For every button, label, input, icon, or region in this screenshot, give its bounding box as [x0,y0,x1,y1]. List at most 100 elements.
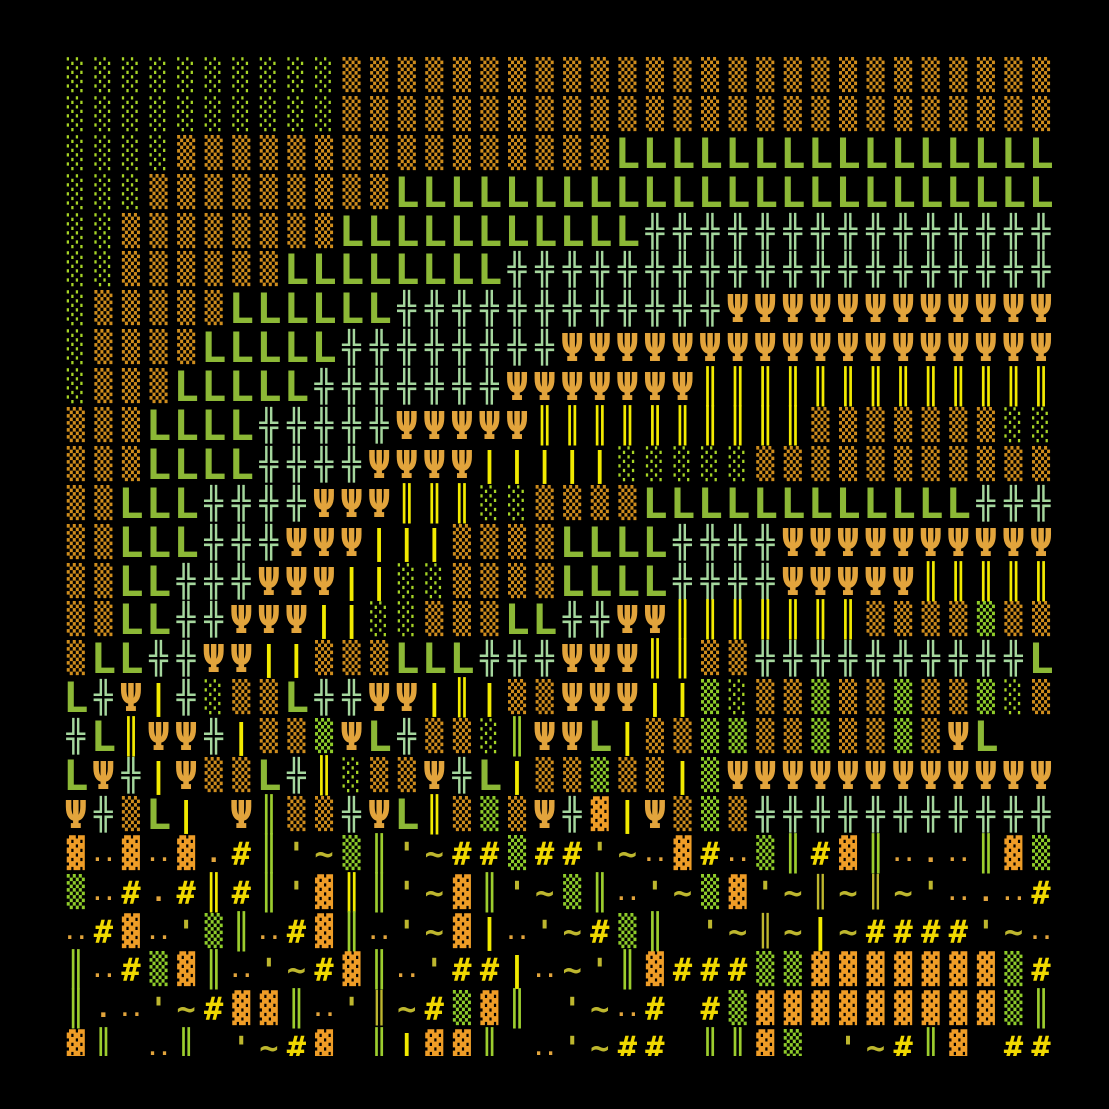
art-cell-letter-L-green: L [173,362,199,412]
art-row: ║... ' ~ # ▓ ▓ ║.. ' ║ ~ # ▒ ▓ ║ ' ~.. # # ▒ ▓ ▓ ▓ ▓ ▓ ▓ ▓ ▓ ▓ ▒ ║ [62,990,1056,1029]
art-cell-medium-shade-green: ▒ [894,680,913,716]
art-cell-double-cross-mint: ╬ [645,252,665,289]
art-cell-psi-orange: Ψ [919,754,943,799]
art-row: Ψ╬▒L|Ψ║▒▒╬ΨL║▒▒▒Ψ╬▓|Ψ▒▒▒╬╬╬╬╬╬╬╬╬╬╬L [62,792,1056,837]
art-cell-light-shade-green: ░ [94,213,113,249]
art-cell-medium-shade-orange: ▒ [204,252,223,288]
art-cell-medium-shade-orange: ▒ [866,602,885,638]
art-cell-double-cross-mint: ╬ [397,719,417,756]
art-cell-psi-orange: Ψ [919,287,943,332]
art-cell-medium-shade-orange: ▒ [783,58,802,93]
art-cell-medium-shade-orange: ▒ [618,96,637,132]
art-cell-blank [669,1029,697,1056]
art-cell-double-bar-yellow: ║ [424,483,445,524]
art-cell-double-bar-yellow: ║ [203,872,224,913]
art-cell-single-bar-yellow: | [341,600,362,641]
art-cell-double-cross-mint: ╬ [535,641,554,678]
art-cell-double-cross-mint: ╬ [783,641,803,678]
art-row: ▒ LL ╬ ╬ Ψ Ψ | | ▒ ▒ ▒ LLL ╬ ╬ ╬ Ψ Ψ Ψ ║ ║ ▒ ▒ ╬ ╬ ╬ ╬ ╬ ╬ ╬ ╬ ╬ ╬ L [62,638,1056,680]
art-cell-apostrophe-olive: ' [341,990,362,1029]
art-cell-hash-yellow: # [617,1029,637,1056]
art-cell-medium-shade-orange: ▒ [866,446,885,482]
art-cell-medium-shade-green: ▒ [1004,991,1023,1027]
art-cell-dark-shade-orange: ▓ [894,952,913,988]
art-cell-medium-shade-orange: ▒ [563,58,582,93]
art-cell-tilde-olive: ~ [286,951,307,990]
art-cell-double-bar-yellow: ║ [727,406,748,447]
art-cell-letter-L-green: L [283,362,310,412]
art-cell-medium-shade-orange: ▒ [370,96,389,132]
art-cell-tilde-olive: ~ [617,834,637,873]
art-cell-medium-shade-orange: ▒ [287,135,306,171]
art-cell-light-shade-green: ░ [701,446,720,482]
art-cell-psi-orange: Ψ [643,598,667,643]
art-cell-double-cross-mint: ╬ [342,369,361,406]
art-cell-medium-shade-orange: ▒ [535,524,554,560]
art-cell-double-cross-mint: ╬ [948,252,968,289]
art-cell-medium-shade-orange: ▒ [370,135,389,171]
art-cell-dark-shade-orange: ▓ [645,952,664,988]
art-cell-letter-L-green: L [504,167,530,217]
art-cell-psi-orange: Ψ [450,404,474,449]
art-cell-letter-L-green: L [890,128,916,178]
art-cell-letter-L-green: L [890,167,916,217]
art-cell-double-cross-mint: ╬ [424,330,444,367]
art-cell-medium-shade-orange: ▒ [259,135,278,171]
art-cell-letter-L-green: L [642,556,668,606]
art-cell-letter-L-green: L [449,167,475,217]
art-cell-double-cross-mint: ╬ [204,602,224,639]
art-cell-psi-orange: Ψ [836,754,860,799]
art-cell-apostrophe-olive: ' [590,951,610,990]
art-cell-double-bar-yellow: ║ [617,406,638,447]
art-cell-letter-L-green: L [145,401,172,451]
art-cell-double-cross-mint: ╬ [783,796,803,833]
art-cell-medium-shade-orange: ▒ [921,719,940,755]
art-cell-medium-shade-orange: ▒ [121,446,140,482]
art-cell-medium-shade-orange: ▒ [232,758,251,794]
art-cell-letter-L-green: L [201,439,227,489]
art-cell-light-shade-green: ░ [121,135,140,171]
art-cell-double-bar-yellow: ║ [1003,367,1024,408]
art-cell-tilde-olive: ~ [590,990,610,1029]
art-cell-apostrophe-olive: ' [286,873,307,912]
art-cell-medium-shade-green: ▒ [1004,952,1023,988]
art-cell-double-cross-mint: ╬ [673,563,692,600]
art-cell-double-bar-green: ║ [203,950,224,991]
art-cell-letter-L-green: L [256,323,282,373]
art-cell-double-cross-mint: ╬ [838,252,858,289]
art-cell-single-bar-yellow: | [175,794,197,835]
art-cell-letter-L-green: L [780,167,806,217]
art-cell-light-shade-green: ░ [204,680,223,716]
art-cell-single-bar-yellow: | [479,678,500,719]
art-cell-double-cross-mint: ╬ [369,369,389,406]
art-cell-medium-shade-green: ▒ [204,913,223,949]
art-cell-tilde-olive: ~ [259,1029,279,1056]
art-row: L ╬ Ψ | ╬ ░ ▒ ▒ L ╬ ╬ Ψ Ψ | ║ | ▒ ▒ Ψ Ψ Ψ | | ▒ ░ ▒ ▒ ▒ ▒ ▒ ▒ ▒ ▒ ▒ ░ ▒ [62,676,1056,721]
art-cell-letter-L-green: L [614,128,640,178]
art-cell-hash-yellow: # [231,873,251,912]
art-cell-psi-orange: Ψ [946,326,970,371]
art-cell-dark-shade-orange: ▓ [590,796,609,832]
art-cell-apostrophe-olive: ' [921,873,941,912]
art-cell-double-cross-mint: ╬ [755,563,775,600]
art-cell-double-cross-mint: ╬ [948,213,968,250]
art-row: .. # ▓.. ' ▒ ║.. # ▓ ║.. ' ~ ▓ |.. ' ~ # ▒ ║ ' ~ ║ ~ | ~ # # # # ' ~.… [62,911,1056,952]
art-cell-double-cross-mint: ╬ [921,796,941,833]
art-cell-psi-orange: Ψ [726,287,750,332]
art-cell-medium-shade-orange: ▒ [177,174,196,210]
art-cell-psi-orange: Ψ [505,404,529,449]
art-cell-single-bar-yellow: | [231,717,252,758]
art-cell-light-shade-green: ░ [149,58,168,93]
art-cell-double-cross-mint: ╬ [673,524,692,561]
art-cell-double-bar-yellow: ║ [920,367,941,408]
art-cell-psi-orange: Ψ [64,792,88,837]
art-cell-psi-orange: Ψ [229,598,253,643]
art-cell-medium-shade-orange: ▒ [370,174,389,210]
art-cell-single-bar-yellow: | [479,911,500,952]
art-cell-apostrophe-olive: ' [231,1029,251,1056]
art-cell-letter-L-green: L [504,206,530,256]
art-cell-psi-orange: Ψ [588,676,612,721]
art-cell-double-cross-mint: ╬ [480,330,499,367]
art-cell-dark-shade-orange: ▓ [756,991,775,1027]
art-cell-blank [972,1029,1000,1056]
